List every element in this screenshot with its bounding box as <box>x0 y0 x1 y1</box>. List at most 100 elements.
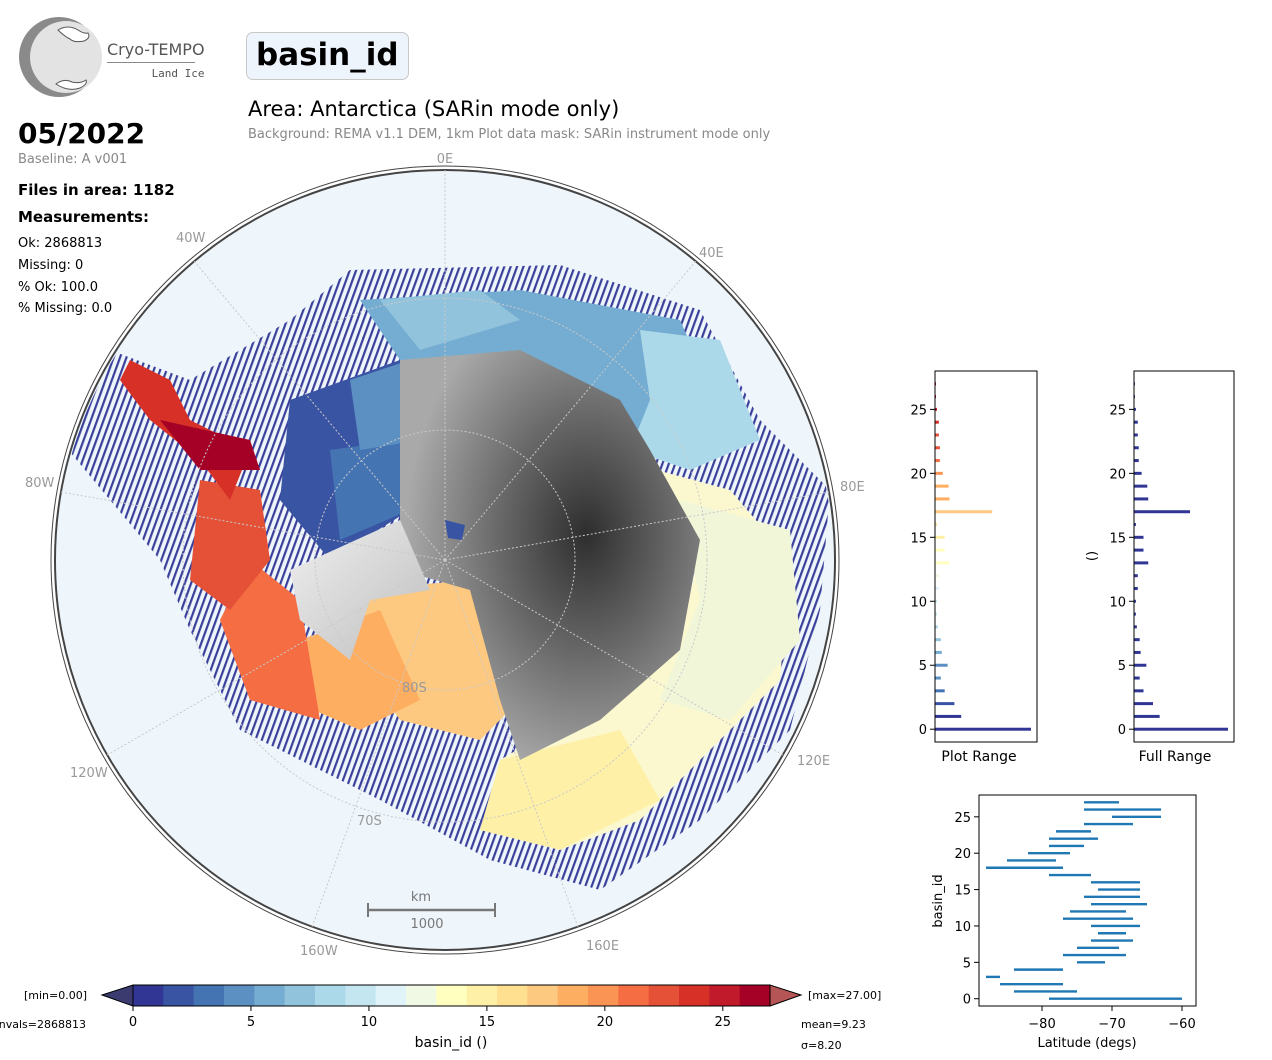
colorbar-label: basin_id () <box>415 1035 488 1051</box>
hist1-yticks: 0 5 10 15 20 25 <box>910 403 935 738</box>
hist-ytick-label: 0 <box>919 723 927 738</box>
hist-ytick-label: 20 <box>910 467 927 482</box>
hist-bar <box>1134 650 1141 654</box>
colorbar-min-extend <box>100 984 134 1007</box>
histogram-full-range: 0 5 10 15 20 25 () Full Range <box>1085 370 1235 765</box>
logo-name: Cryo-TEMPO <box>107 40 205 59</box>
hist-ytick-label: 25 <box>910 403 927 418</box>
colorbar-tick-label: 0 <box>129 1015 137 1030</box>
hist-bar <box>1134 676 1140 680</box>
hist-bar <box>935 702 955 706</box>
colorbar-cell <box>375 985 407 1006</box>
colorbar-tick-label: 10 <box>361 1015 378 1030</box>
hist-ytick-label: 20 <box>1109 467 1126 482</box>
colorbar-cells <box>133 985 771 1006</box>
hist-bar <box>935 663 948 667</box>
lat-xtick-label: −80 <box>1028 1017 1055 1032</box>
hist-bar <box>935 599 937 603</box>
lat-xtick-label: −60 <box>1168 1017 1195 1032</box>
lat-label-80s: 80S <box>402 681 427 696</box>
hist-bar <box>935 484 949 488</box>
hist2-xlabel: Full Range <box>1139 749 1212 765</box>
hist-bar <box>935 561 950 565</box>
lon-label-120e: 120E <box>797 754 830 769</box>
parameter-title: basin_id <box>246 32 409 80</box>
cryo-tempo-logo <box>19 17 102 97</box>
histogram-plot-range: 0 5 10 15 20 25 Plot Range <box>910 370 1038 765</box>
hist-bar <box>1134 574 1138 578</box>
hist2-ylabel: () <box>1085 551 1100 561</box>
hist-bar <box>1134 510 1191 514</box>
hist-bar <box>1134 586 1138 590</box>
lon-label-80e: 80E <box>840 480 865 495</box>
logo-text: Cryo-TEMPO Land Ice <box>107 40 205 80</box>
antarctica-map: 0E 40E 80E 120E 160E 160W 120W 80W 40W 8… <box>25 152 865 959</box>
hist-bar <box>935 625 938 629</box>
lon-label-40e: 40E <box>699 246 724 261</box>
colorbar-cell <box>224 985 255 1006</box>
hist-bar <box>935 459 940 463</box>
colorbar-cell <box>436 985 468 1006</box>
lat-ytick-label: 10 <box>954 920 971 935</box>
stat-missing: Missing: 0 <box>18 258 84 273</box>
lat-range-bars <box>986 801 1182 1000</box>
hist-bar <box>1134 638 1140 642</box>
hist2-yticks: 0 5 10 15 20 25 <box>1109 403 1134 738</box>
hist-bar <box>1134 727 1228 731</box>
colorbar: 0 5 10 15 20 25 [min=0.00] [max=27.00] nvals=… <box>0 984 881 1052</box>
hist-bar <box>1134 625 1137 629</box>
graticule <box>60 170 830 928</box>
hist-ytick-label: 10 <box>910 595 927 610</box>
lon-label-160e: 160E <box>586 939 619 954</box>
lat-xticks: −80 −70 −60 <box>1028 1006 1196 1032</box>
hist-bar <box>935 689 945 693</box>
colorbar-tick-label: 15 <box>479 1015 496 1030</box>
colorbar-cell <box>497 985 528 1006</box>
hist-ytick-label: 25 <box>1109 403 1126 418</box>
hist-bar <box>1134 446 1139 450</box>
hist-bar <box>935 497 950 501</box>
colorbar-sigma-label: σ=8.20 <box>801 1039 842 1052</box>
colorbar-cell <box>406 985 437 1006</box>
colorbar-cell <box>648 985 680 1006</box>
stat-ok: Ok: 2868813 <box>18 236 103 251</box>
colorbar-nvals-label: nvals=2868813 <box>0 1018 86 1031</box>
hist-bar <box>1134 548 1144 552</box>
hist-bar <box>935 471 943 475</box>
hist1-bars <box>935 382 1031 731</box>
colorbar-cell <box>557 985 589 1006</box>
hist-bar <box>935 407 937 411</box>
lat-xlabel: Latitude (degs) <box>1037 1036 1136 1051</box>
colorbar-tick-label: 20 <box>597 1015 614 1030</box>
hist-bar <box>1134 689 1144 693</box>
colorbar-cell <box>466 985 498 1006</box>
scale-unit: km <box>411 890 431 905</box>
latitude-range-plot: 0 5 10 15 20 25 −80 −70 −60 basin_id Latitude (… <box>931 794 1197 1051</box>
colorbar-cell <box>315 985 346 1006</box>
lon-label-120w: 120W <box>70 766 108 781</box>
hist-ytick-label: 15 <box>1109 531 1126 546</box>
hist1-xlabel: Plot Range <box>941 749 1016 765</box>
hist-bar <box>935 548 945 552</box>
hist-bar <box>1134 599 1136 603</box>
lon-label-0e: 0E <box>437 152 454 167</box>
stat-percent-ok: % Ok: 100.0 <box>18 280 98 295</box>
colorbar-tick-label: 25 <box>715 1015 732 1030</box>
colorbar-ticks: 0 5 10 15 20 25 <box>129 1006 731 1030</box>
hist2-bars <box>1134 382 1228 731</box>
area-title: Area: Antarctica (SARin mode only) <box>248 97 620 121</box>
hist-bar <box>1134 420 1138 424</box>
hist-bar <box>935 523 937 527</box>
hist-bar <box>1134 497 1149 501</box>
hist-bar <box>935 510 993 514</box>
hist-ytick-label: 10 <box>1109 595 1126 610</box>
colorbar-cell <box>284 985 316 1006</box>
colorbar-cell <box>193 985 225 1006</box>
scale-value: 1000 <box>410 917 443 932</box>
logo-subtitle: Land Ice <box>151 67 205 80</box>
hist-bar <box>1134 561 1149 565</box>
hist-bar <box>1134 523 1136 527</box>
lon-label-160w: 160W <box>300 944 338 959</box>
colorbar-cell <box>133 985 164 1006</box>
lon-label-40w: 40W <box>176 231 206 246</box>
